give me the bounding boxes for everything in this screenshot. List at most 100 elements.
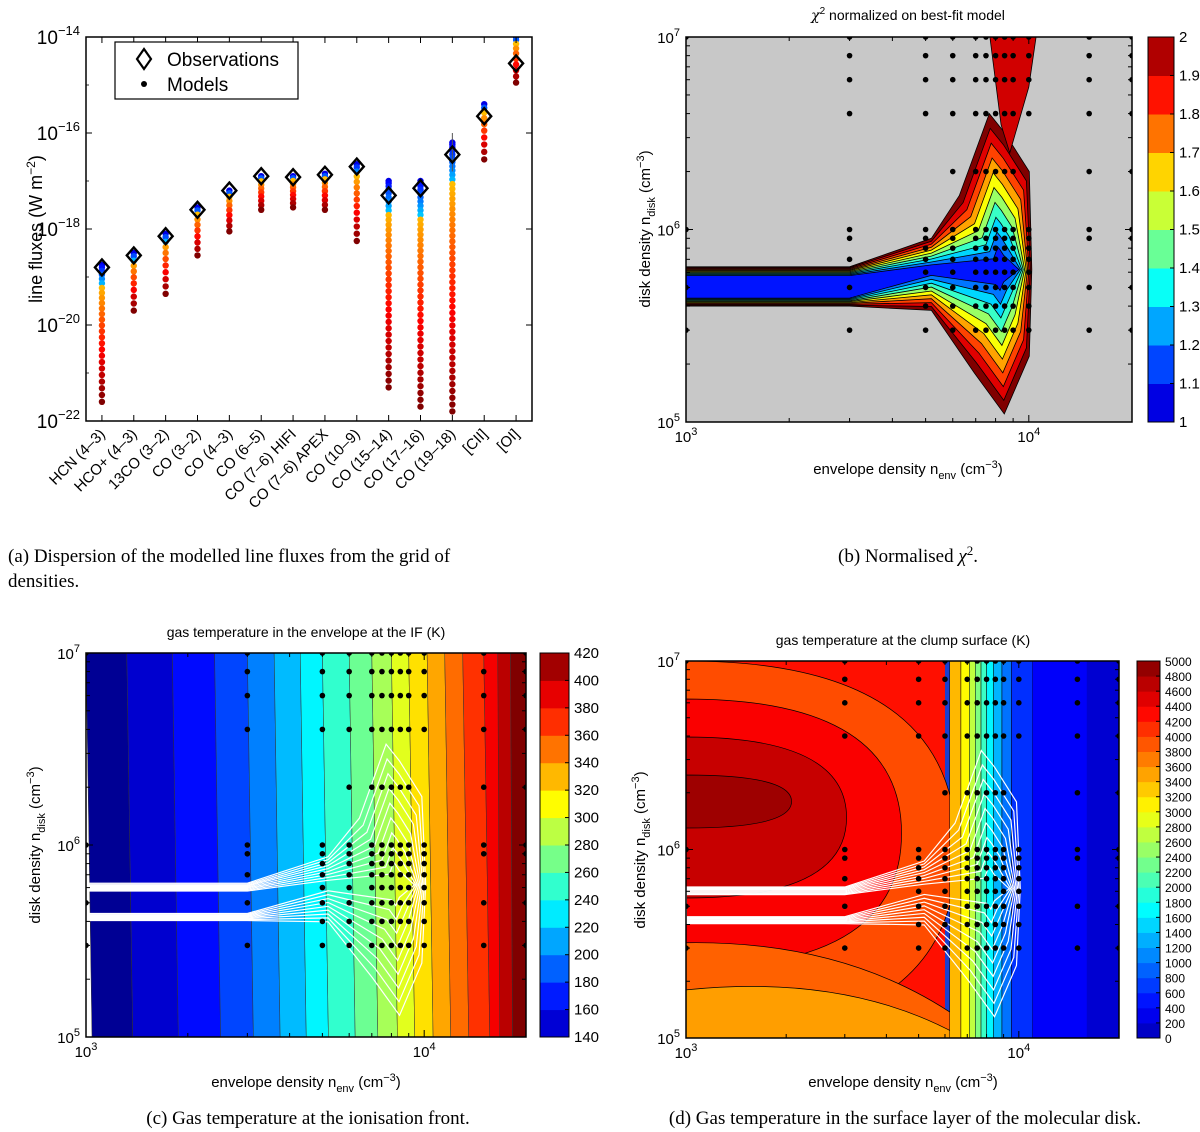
model-dot (353, 237, 360, 245)
panel-b-grid-model-dot (846, 284, 853, 291)
panel-d-grid-model-dot (983, 921, 990, 928)
panel-c-grid-model-dot (244, 942, 251, 949)
model-dot (226, 197, 233, 205)
panel-d-grid-model-dot (915, 676, 922, 683)
panel-d-colorbar-band (1137, 781, 1160, 798)
panel-b-grid-model-dot (922, 327, 929, 333)
model-dot (417, 241, 424, 249)
panel-d-colorbar-label: 3600 (1165, 761, 1192, 775)
panel-c-grid-model-dot (319, 860, 326, 867)
panel-d-grid-model-dot (992, 888, 999, 895)
panel-b-grid-model-dot (922, 226, 929, 233)
panel-d-grid-model-dot (1000, 733, 1007, 739)
panel-c-temperature-band (247, 653, 281, 1037)
panel-b-grid-model-dot (949, 52, 956, 59)
model-dot (385, 294, 392, 301)
panel-a-ylabel: line fluxes (W m−2) (24, 155, 46, 303)
model-dot (130, 307, 137, 314)
panel-c-grid-model-dot (421, 726, 427, 733)
legend-diamond-icon (135, 47, 153, 71)
panel-c-grid-model-dot (405, 871, 412, 878)
panel-a-ytick-label: 10−18 (37, 215, 80, 241)
model-dot (417, 226, 424, 233)
panel-d-ytick-label: 105 (657, 1028, 680, 1048)
panel-c-grid-model-dot (421, 918, 427, 925)
model-dot (98, 275, 106, 283)
panel-b-grid-model-dot (1001, 256, 1008, 263)
panel-d-xtick-label: 103 (675, 1042, 698, 1062)
model-dot (417, 330, 424, 337)
panel-c-grid-model-dot (397, 842, 404, 848)
panel-c-grid-model-dot (405, 942, 412, 949)
panel-b-grid-model-dot (846, 235, 853, 242)
panel-d-grid-model-dot (1016, 921, 1022, 928)
panel-d-grid-model-dot (983, 676, 990, 683)
panel-c-grid-model-dot (346, 942, 352, 949)
panel-d-grid-model-dot (841, 875, 848, 882)
panel-d-transition-band (949, 661, 962, 1038)
panel-d-colorbar-label: 2800 (1165, 821, 1192, 835)
panel-b-grid-model-dot (1001, 52, 1008, 59)
model-dot (449, 200, 456, 208)
panel-d-grid-model-dot (983, 903, 990, 910)
panel-b-grid-model-dot (949, 245, 956, 251)
panel-b-grid-model-dot (1010, 52, 1016, 59)
panel-b-grid-model-dot (972, 168, 979, 175)
model-dot (98, 398, 106, 405)
panel-c-grid-model-dot (244, 871, 251, 878)
model-dot (417, 369, 424, 376)
panel-c-colorbar-band (540, 954, 569, 983)
panel-c-grid-model-dot (346, 871, 352, 878)
panel-d-colorbar-label: 2400 (1165, 851, 1192, 865)
panel-c-grid-model-dot (319, 726, 326, 733)
panel-c-grid-model-dot (480, 842, 487, 848)
model-dot (98, 365, 106, 372)
panel-b-grid-model-dot (972, 303, 979, 309)
panel-d-colorbar-label: 4400 (1165, 700, 1192, 714)
panel-d-colorbar-band (1137, 857, 1160, 873)
panel-d-grid-model-dot (964, 864, 971, 871)
model-dot (98, 289, 106, 297)
panel-b-grid-model-dot (972, 327, 979, 333)
panel-d-colorbar-label: 1400 (1165, 926, 1192, 940)
panel-d-colorbar-label: 2000 (1165, 881, 1192, 895)
model-dot (417, 362, 424, 370)
panel-b-grid-model-dot (949, 256, 956, 263)
panel-d-grid-model-dot (992, 789, 999, 796)
panel-c-grid-model-dot (346, 884, 352, 891)
panel-c-title: gas temperature in the envelope at the I… (167, 624, 446, 640)
panel-c-ytick-label: 107 (57, 643, 80, 663)
panel-d-grid-model-dot (1000, 676, 1007, 683)
panel-c-grid-model-dot (388, 726, 395, 733)
model-dot (385, 231, 392, 239)
panel-c-grid-model-dot (397, 871, 404, 878)
panel-b-xlabel: envelope density nenv (cm−3) (813, 459, 1003, 482)
panel-b-colorbar-band (1148, 229, 1174, 269)
panel-d-grid-model-dot (964, 700, 971, 706)
panel-d-ytick-label: 106 (657, 840, 680, 860)
panel-c-grid-model-dot (397, 726, 404, 733)
panel-d-colorbar-label: 800 (1165, 972, 1185, 986)
model-dot (162, 269, 169, 276)
model-dot (449, 387, 456, 395)
model-dot (98, 294, 106, 302)
model-dot (481, 156, 488, 163)
panel-d-colorbar-band (1137, 766, 1160, 783)
panel-d-grid-model-dot (1016, 945, 1022, 951)
panel-d-colorbar-frame (1136, 660, 1161, 1039)
panel-d-grid-model-dot (942, 888, 948, 895)
model-dot (353, 209, 360, 216)
legend-models: Models (167, 75, 228, 96)
model-dot (417, 299, 424, 306)
panel-c-grid-model-dot (421, 850, 427, 857)
panel-d-grid-model-dot (1000, 700, 1007, 706)
model-dot (98, 346, 106, 353)
panel-c-grid-model-dot (379, 850, 385, 857)
model-dot (385, 331, 392, 338)
model-dot (98, 305, 106, 312)
panel-c-temperature-band (322, 653, 356, 1037)
panel-c-grid-model-dot (388, 884, 395, 891)
panel-b-grid-model-dot (1001, 168, 1008, 175)
panel-b-colorbar-band (1148, 37, 1174, 76)
model-dot (385, 300, 392, 307)
